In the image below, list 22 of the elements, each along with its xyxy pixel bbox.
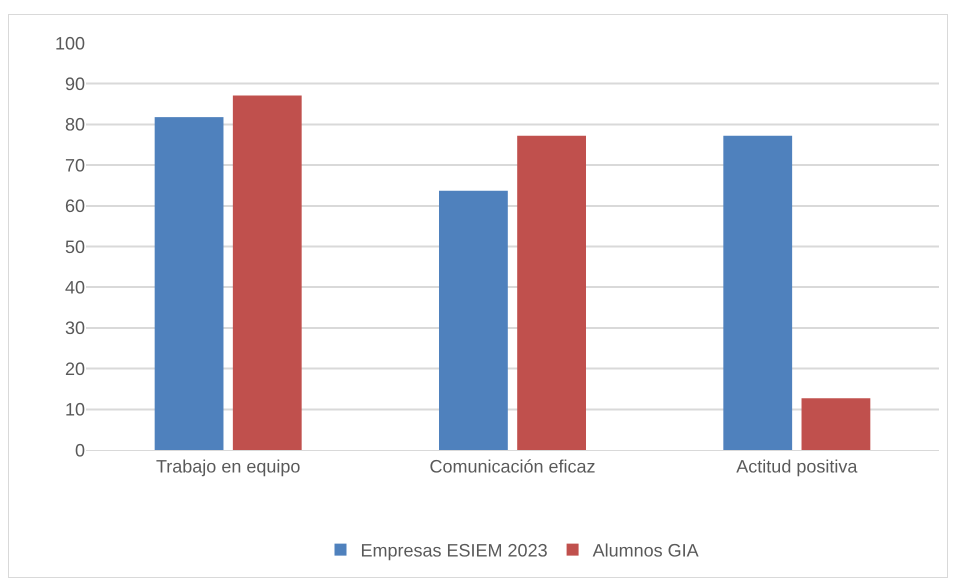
y-tick-label: 100 xyxy=(54,33,85,54)
bar xyxy=(232,96,302,450)
y-tick-label: 60 xyxy=(64,196,85,216)
y-tick-label: 70 xyxy=(64,155,85,176)
y-tick-label: 90 xyxy=(64,74,85,94)
y-tick-label: 40 xyxy=(64,278,85,298)
y-tick-label: 0 xyxy=(74,440,85,460)
y-tick-label: 50 xyxy=(64,236,85,257)
x-tick-label: Trabajo en equipo xyxy=(156,456,300,477)
legend-label: Empresas ESIEM 2023 xyxy=(360,540,548,561)
bar xyxy=(439,190,508,450)
y-tick-label: 20 xyxy=(64,358,85,379)
legend-label: Alumnos GIA xyxy=(592,540,699,561)
x-tick-label: Comunicación eficaz xyxy=(429,456,596,477)
bar xyxy=(802,398,870,450)
bar xyxy=(154,117,224,450)
y-tick-label: 10 xyxy=(64,400,85,420)
bar xyxy=(517,136,586,450)
x-tick-label: Actitud positiva xyxy=(736,456,858,477)
bar xyxy=(723,136,792,450)
y-tick-label: 30 xyxy=(64,318,85,338)
y-tick-label: 80 xyxy=(64,114,85,135)
